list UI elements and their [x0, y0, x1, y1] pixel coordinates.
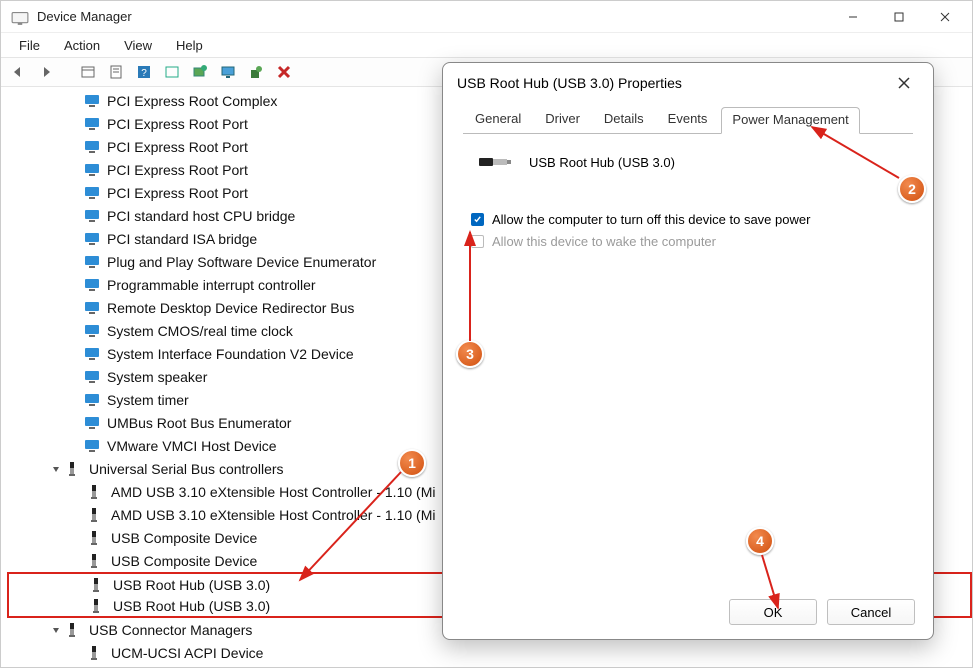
properties-dialog: USB Root Hub (USB 3.0) Properties Genera…: [442, 62, 934, 640]
tree-item-label: USB Composite Device: [111, 553, 257, 569]
usb-icon: [65, 460, 83, 478]
tree-item-label: AMD USB 3.10 eXtensible Host Controller …: [111, 507, 435, 523]
tree-item-label: PCI Express Root Port: [107, 139, 248, 155]
usb-icon: [65, 621, 83, 639]
menu-file[interactable]: File: [9, 36, 50, 55]
monitor-icon: [83, 322, 101, 340]
forward-icon[interactable]: [35, 61, 57, 83]
checkbox-power-off[interactable]: Allow the computer to turn off this devi…: [471, 208, 913, 230]
dialog-title: USB Root Hub (USB 3.0) Properties: [457, 75, 682, 91]
menu-bar: File Action View Help: [1, 33, 972, 57]
tree-item-label: USB Composite Device: [111, 530, 257, 546]
tab-details[interactable]: Details: [594, 107, 654, 134]
minimize-button[interactable]: [830, 1, 876, 33]
monitor-icon: [83, 414, 101, 432]
monitor-icon: [83, 184, 101, 202]
monitor-icon: [83, 391, 101, 409]
tree-item-label: System speaker: [107, 369, 207, 385]
usb-icon: [89, 597, 107, 615]
checkbox-power-off-label: Allow the computer to turn off this devi…: [492, 212, 810, 227]
tree-item-label: PCI standard host CPU bridge: [107, 208, 295, 224]
tree-item-label: AMD USB 3.10 eXtensible Host Controller …: [111, 484, 435, 500]
tree-item-label: PCI Express Root Port: [107, 162, 248, 178]
monitor-icon: [83, 299, 101, 317]
dialog-device-name: USB Root Hub (USB 3.0): [529, 155, 675, 170]
annotation-badge-1: 1: [398, 449, 426, 477]
usb-icon: [87, 529, 105, 547]
monitor-icon: [83, 437, 101, 455]
tab-power-management[interactable]: Power Management: [721, 107, 859, 134]
chevron-icon[interactable]: [49, 464, 63, 474]
tree-item-label: UCM-UCSI ACPI Device: [111, 645, 263, 661]
tree-item-label: Universal Serial Bus controllers: [89, 461, 284, 477]
usb-icon: [87, 483, 105, 501]
cancel-button[interactable]: Cancel: [827, 599, 915, 625]
annotation-badge-2: 2: [898, 175, 926, 203]
monitor-icon: [83, 230, 101, 248]
checkbox-wake: Allow this device to wake the computer: [471, 230, 913, 252]
checkbox-icon: [471, 235, 484, 248]
monitor-icon: [83, 115, 101, 133]
scan-icon[interactable]: [161, 61, 183, 83]
usb-icon: [87, 644, 105, 662]
delete-icon[interactable]: [273, 61, 295, 83]
usb-device-icon: [479, 150, 513, 174]
monitor-icon[interactable]: [217, 61, 239, 83]
usb-icon: [87, 552, 105, 570]
monitor-icon: [83, 138, 101, 156]
monitor-icon: [83, 207, 101, 225]
menu-help[interactable]: Help: [166, 36, 213, 55]
checkbox-wake-label: Allow this device to wake the computer: [492, 234, 716, 249]
properties-icon[interactable]: [105, 61, 127, 83]
monitor-icon: [83, 92, 101, 110]
dialog-close-button[interactable]: [889, 68, 919, 98]
app-icon: [11, 8, 29, 26]
menu-action[interactable]: Action: [54, 36, 110, 55]
tree-item-label: USB Root Hub (USB 3.0): [113, 577, 270, 593]
tree-item-label: PCI Express Root Complex: [107, 93, 277, 109]
help-icon[interactable]: ?: [133, 61, 155, 83]
tree-item-label: USB Root Hub (USB 3.0): [113, 598, 270, 614]
menu-view[interactable]: View: [114, 36, 162, 55]
tree-item-label: PCI Express Root Port: [107, 116, 248, 132]
tab-events[interactable]: Events: [658, 107, 718, 134]
maximize-button[interactable]: [876, 1, 922, 33]
tree-item-label: System Interface Foundation V2 Device: [107, 346, 354, 362]
tab-driver[interactable]: Driver: [535, 107, 590, 134]
close-button[interactable]: [922, 1, 968, 33]
tree-item-label: PCI standard ISA bridge: [107, 231, 257, 247]
tree-item-label: System timer: [107, 392, 189, 408]
monitor-icon: [83, 161, 101, 179]
window-title: Device Manager: [37, 9, 132, 24]
back-icon[interactable]: [7, 61, 29, 83]
ok-button[interactable]: OK: [729, 599, 817, 625]
tree-item-label: Plug and Play Software Device Enumerator: [107, 254, 376, 270]
monitor-icon: [83, 253, 101, 271]
title-bar: Device Manager: [1, 1, 972, 33]
show-hide-icon[interactable]: [77, 61, 99, 83]
tree-item-label: VMware VMCI Host Device: [107, 438, 277, 454]
dialog-tabs: General Driver Details Events Power Mana…: [463, 107, 913, 134]
tree-item-label: Programmable interrupt controller: [107, 277, 316, 293]
monitor-icon: [83, 368, 101, 386]
update-icon[interactable]: [189, 61, 211, 83]
tree-item-label: Remote Desktop Device Redirector Bus: [107, 300, 354, 316]
tree-item-label: USB Connector Managers: [89, 622, 252, 638]
tree-item-label: System CMOS/real time clock: [107, 323, 293, 339]
usb-icon: [89, 576, 107, 594]
add-icon[interactable]: [245, 61, 267, 83]
tree-item-label: UMBus Root Bus Enumerator: [107, 415, 291, 431]
annotation-badge-4: 4: [746, 527, 774, 555]
usb-icon: [87, 506, 105, 524]
chevron-icon[interactable]: [49, 625, 63, 635]
tree-item-label: PCI Express Root Port: [107, 185, 248, 201]
tab-general[interactable]: General: [465, 107, 531, 134]
annotation-badge-3: 3: [456, 340, 484, 368]
monitor-icon: [83, 276, 101, 294]
svg-text:?: ?: [141, 68, 147, 79]
monitor-icon: [83, 345, 101, 363]
tree-item[interactable]: UCM-UCSI ACPI Device: [7, 641, 972, 664]
checkbox-icon: [471, 213, 484, 226]
